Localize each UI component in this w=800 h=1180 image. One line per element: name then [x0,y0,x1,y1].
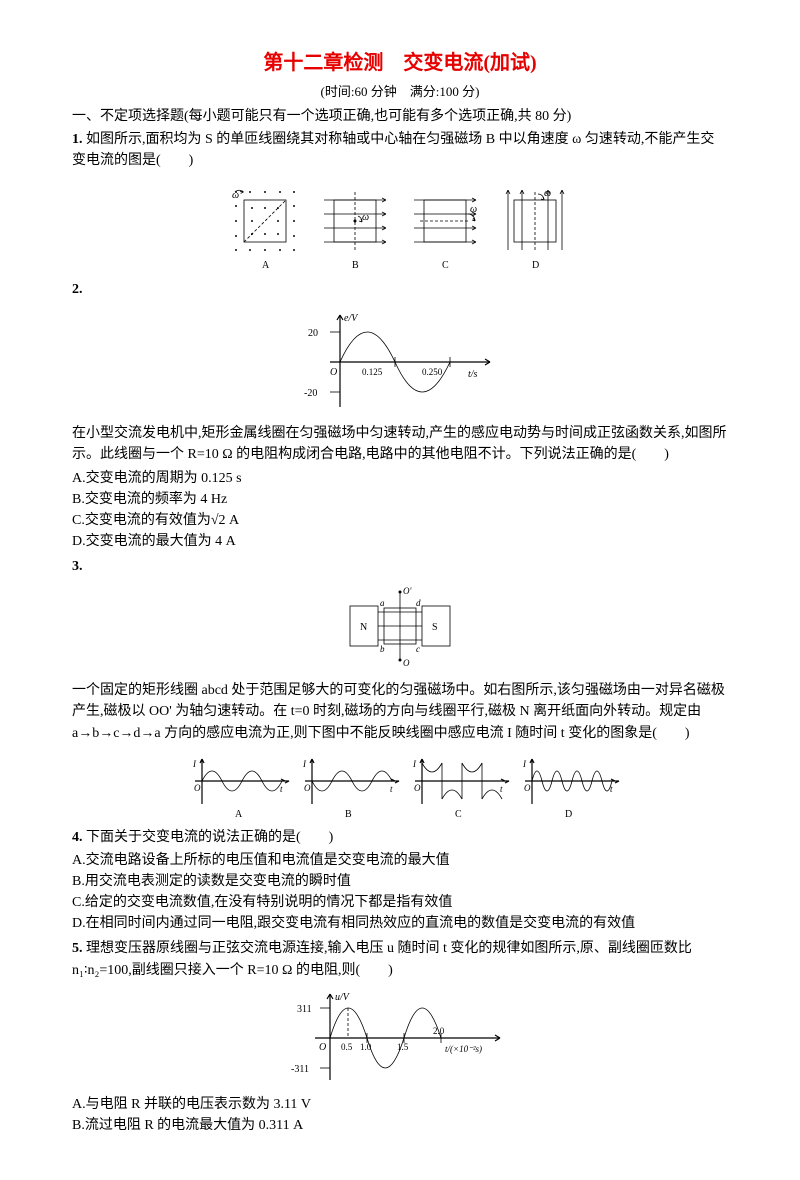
q2-num-line: 2. [72,279,728,301]
svg-text:311: 311 [297,1004,312,1015]
q3-label-d: D [565,809,572,820]
svg-text:0.250: 0.250 [422,367,443,377]
q1-label-a: A [262,260,270,271]
q1-text: 如图所示,面积均为 S 的单匝线圈绕其对称轴或中心轴在匀强磁场 B 中以角速度 … [72,132,714,169]
svg-text:t: t [390,784,393,794]
q4-opt-d: D.在相同时间内通过同一电阻,跟交变电流有相同热效应的直流电的数值是交变电流的有… [72,913,728,934]
q1-label-d: D [532,260,539,271]
svg-text:20: 20 [308,328,318,339]
svg-text:t: t [500,784,503,794]
svg-text:d: d [416,598,421,608]
q2-options: A.交变电流的周期为 0.125 s B.交变电流的频率为 4 Hz C.交变电… [72,468,728,552]
q5-num: 5. [72,941,83,956]
q5-opt-b: B.流过电阻 R 的电流最大值为 0.311 A [72,1115,728,1136]
page-title: 第十二章检测 交变电流(加试) [72,48,728,78]
svg-text:1.5: 1.5 [397,1042,409,1052]
q2-opt-c: C.交变电流的有效值为√2 A [72,510,728,531]
q4-opt-a: A.交流电路设备上所标的电压值和电流值是交变电流的最大值 [72,850,728,871]
q2-num: 2. [72,282,83,297]
q1-label-b: B [352,260,359,271]
svg-text:ω: ω [470,204,477,215]
svg-text:O': O' [403,586,412,596]
q3-label-b: B [345,809,352,820]
svg-text:b: b [380,644,385,654]
svg-text:a: a [380,598,385,608]
svg-text:1.0: 1.0 [360,1042,372,1052]
svg-text:t/(×10⁻²s): t/(×10⁻²s) [445,1044,482,1054]
q2-text: 在小型交流发电机中,矩形金属线圈在匀强磁场中匀速转动,产生的感应电动势与时间成正… [72,423,728,466]
q2-opt-d: D.交变电流的最大值为 4 A [72,531,728,552]
q5-options: A.与电阻 R 并联的电压表示数为 3.11 V B.流过电阻 R 的电流最大值… [72,1094,728,1136]
svg-text:0.5: 0.5 [341,1042,353,1052]
q3-num: 3. [72,559,83,574]
q1-label-c: C [442,260,449,271]
svg-text:t/s: t/s [468,369,478,380]
svg-text:t: t [280,784,283,794]
q4-opt-b: B.用交流电表测定的读数是交变电流的瞬时值 [72,871,728,892]
svg-text:e/V: e/V [344,313,359,324]
q4-opt-c: C.给定的交变电流数值,在没有特别说明的情况下都是指有效值 [72,892,728,913]
svg-text:N: N [360,622,367,633]
q4-options: A.交流电路设备上所标的电压值和电流值是交变电流的最大值 B.用交流电表测定的读… [72,850,728,934]
section-heading: 一、不定项选择题(每小题可能只有一个选项正确,也可能有多个选项正确,共 80 分… [72,106,728,127]
q3-figure: N S O' O a d b c [72,584,728,674]
q5-text: 理想变压器原线圈与正弦交流电源连接,输入电压 u 随时间 t 变化的规律如图所示… [72,941,692,978]
svg-text:0.125: 0.125 [362,367,383,377]
q2-figure: 20 -20 e/V t/s O 0.125 0.250 [72,307,728,417]
svg-text:c: c [416,644,420,654]
svg-text:O: O [194,783,201,793]
svg-text:I: I [522,759,527,769]
page-subtitle: (时间:60 分钟 满分:100 分) [72,82,728,102]
q1: 1. 如图所示,面积均为 S 的单匝线圈绕其对称轴或中心轴在匀强磁场 B 中以角… [72,129,728,172]
q3-label-c: C [455,809,462,820]
svg-text:O: O [330,367,337,378]
q5-figure: 311 -311 u/V t/(×10⁻²s) O 0.5 1.0 1.5 2.… [72,988,728,1088]
q1-num: 1. [72,132,83,147]
q5: 5. 理想变压器原线圈与正弦交流电源连接,输入电压 u 随时间 t 变化的规律如… [72,938,728,981]
q4-text: 下面关于交变电流的说法正确的是( ) [86,830,333,845]
q4-num: 4. [72,830,83,845]
svg-text:2.0: 2.0 [433,1026,445,1036]
q3-text: 一个固定的矩形线圈 abcd 处于范围足够大的可变化的匀强磁场中。如右图所示,该… [72,680,728,745]
q4: 4. 下面关于交变电流的说法正确的是( ) [72,827,728,849]
svg-text:I: I [192,759,197,769]
svg-text:S: S [432,622,438,633]
q2-opt-a: A.交变电流的周期为 0.125 s [72,468,728,489]
svg-text:-20: -20 [304,388,317,399]
svg-text:O: O [414,783,421,793]
svg-text:I: I [302,759,307,769]
q3-options-figure: IOt A IOt B IOt C IOt D [72,751,728,821]
svg-text:O: O [304,783,311,793]
svg-text:O: O [403,658,410,668]
svg-text:O: O [319,1042,326,1053]
q5-opt-a: A.与电阻 R 并联的电压表示数为 3.11 V [72,1094,728,1115]
svg-text:u/V: u/V [335,992,351,1003]
svg-text:I: I [412,759,417,769]
q1-figure: ω A ω B [72,178,728,273]
svg-text:O: O [524,783,531,793]
q2-opt-b: B.交变电流的频率为 4 Hz [72,489,728,510]
svg-text:-311: -311 [291,1064,309,1075]
q3-num-line: 3. [72,556,728,578]
q3-label-a: A [235,809,243,820]
